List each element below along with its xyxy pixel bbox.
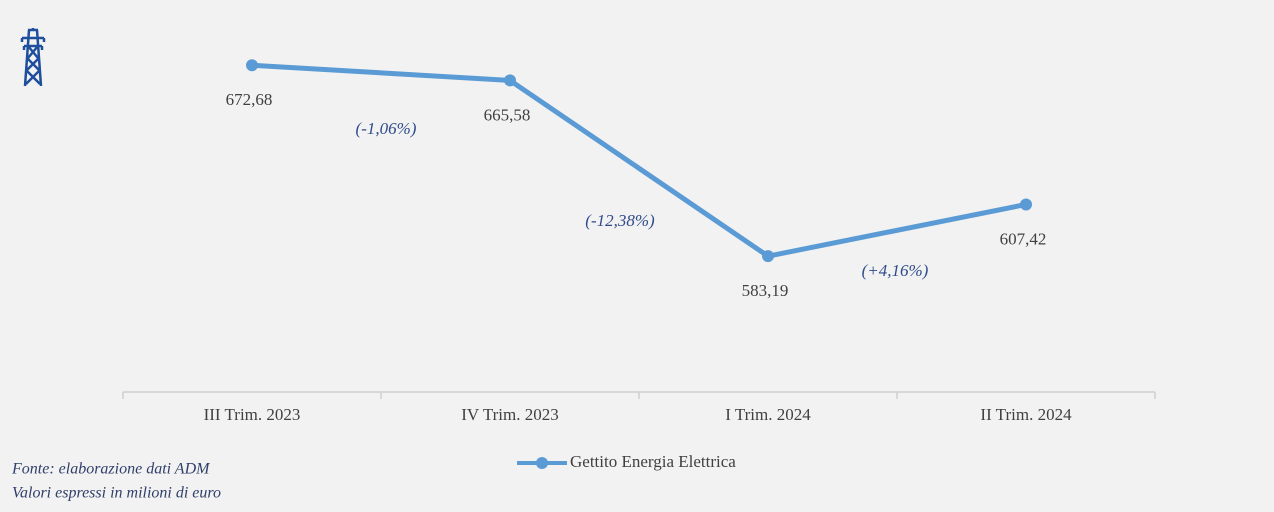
point (246, 59, 258, 72)
line (251, 62, 1027, 259)
point (762, 250, 774, 263)
data-label: 583,19 (742, 281, 789, 300)
annotation: (-12,38%) (585, 211, 655, 230)
annotation: (+4,16%) (862, 261, 929, 280)
x-tick-label: I Trim. 2024 (725, 405, 811, 424)
annotation: (-1,06%) (356, 119, 417, 138)
x-tick-label: III Trim. 2023 (204, 405, 301, 424)
data-label: 665,58 (484, 105, 531, 124)
note: Fonte: elaborazione dati ADM (11, 461, 211, 478)
pylon-icon (20, 28, 46, 87)
point (1020, 198, 1032, 211)
x-tick-label: II Trim. 2024 (980, 405, 1072, 424)
data-label: 672,68 (226, 90, 273, 109)
legend-label: Gettito Energia Elettrica (570, 452, 736, 471)
legend-marker (536, 457, 548, 469)
x-tick-label: IV Trim. 2023 (461, 405, 558, 424)
note: Valori espressi in milioni di euro (12, 485, 221, 502)
point (504, 74, 516, 87)
data-label: 607,42 (1000, 229, 1047, 248)
